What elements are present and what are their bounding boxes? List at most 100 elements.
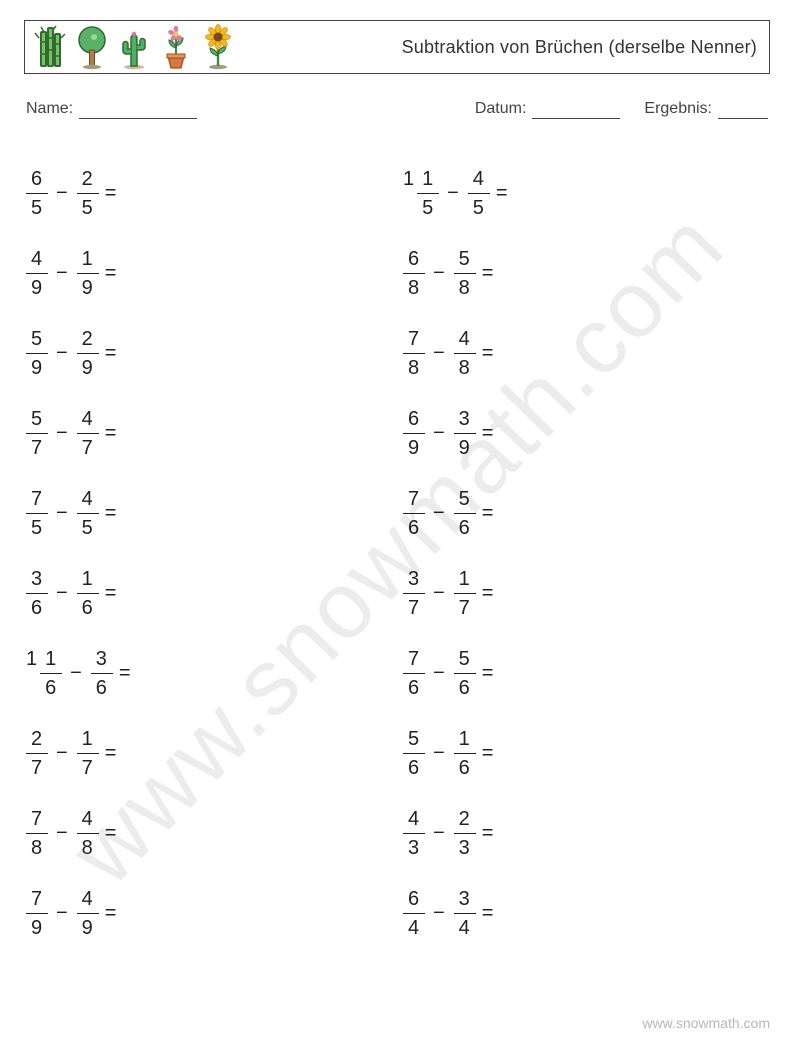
problem: 65−25 =	[26, 153, 393, 233]
fraction-numerator: 4	[26, 247, 48, 271]
fraction: 17	[454, 567, 476, 620]
fraction-bar	[26, 193, 48, 194]
fraction-denominator: 9	[77, 276, 99, 300]
equals-sign: =	[99, 422, 118, 445]
fraction-denominator: 7	[26, 436, 48, 460]
fraction-numerator: 4	[454, 327, 476, 351]
fraction-denominator: 8	[403, 356, 425, 380]
fraction-denominator: 5	[77, 516, 99, 540]
equals-sign: =	[476, 822, 495, 845]
fraction-denominator: 8	[454, 276, 476, 300]
fraction-bar	[403, 513, 425, 514]
fraction-bar	[26, 833, 48, 834]
fraction-numerator: 1	[454, 727, 476, 751]
fraction: 23	[454, 807, 476, 860]
fraction-bar	[26, 433, 48, 434]
fraction-denominator: 8	[403, 276, 425, 300]
fraction: 49	[26, 247, 48, 300]
fraction-denominator: 5	[77, 196, 99, 220]
problem: 79−49 =	[26, 873, 393, 953]
fraction-bar	[77, 913, 99, 914]
fraction-denominator: 9	[26, 916, 48, 940]
fraction-numerator: 7	[403, 647, 425, 671]
fraction-numerator: 1	[77, 727, 99, 751]
fraction-denominator: 4	[403, 916, 425, 940]
fraction: 49	[77, 887, 99, 940]
fraction-denominator: 8	[26, 836, 48, 860]
fraction-bar	[26, 913, 48, 914]
equals-sign: =	[99, 582, 118, 605]
fraction: 19	[77, 247, 99, 300]
equals-sign: =	[99, 742, 118, 765]
problem: 116−36 =	[26, 633, 393, 713]
minus-operator: −	[425, 742, 454, 765]
fraction-denominator: 5	[26, 196, 48, 220]
fraction-denominator: 7	[454, 596, 476, 620]
fraction: 15	[417, 167, 439, 220]
fraction: 36	[26, 567, 48, 620]
round-tree-icon	[73, 24, 111, 70]
fraction-numerator: 7	[403, 327, 425, 351]
minus-operator: −	[48, 902, 77, 925]
fraction-numerator: 5	[454, 247, 476, 271]
fraction: 45	[77, 487, 99, 540]
problem: 27−17 =	[26, 713, 393, 793]
fraction-numerator: 1	[77, 567, 99, 591]
fraction-denominator: 6	[403, 516, 425, 540]
fraction: 75	[26, 487, 48, 540]
fraction-bar	[454, 913, 476, 914]
fraction: 57	[26, 407, 48, 460]
fraction-bar	[454, 673, 476, 674]
equals-sign: =	[490, 182, 509, 205]
fraction-denominator: 7	[26, 756, 48, 780]
problem: 59−29 =	[26, 313, 393, 393]
fraction-denominator: 4	[454, 916, 476, 940]
fraction: 76	[403, 647, 425, 700]
fraction-bar	[417, 193, 439, 194]
fraction-numerator: 5	[403, 727, 425, 751]
fraction: 34	[454, 887, 476, 940]
fraction-denominator: 8	[77, 836, 99, 860]
fraction-bar	[403, 913, 425, 914]
header-box: Subtraktion von Brüchen (derselbe Nenner…	[24, 20, 770, 74]
fraction-numerator: 3	[454, 407, 476, 431]
fraction-numerator: 4	[468, 167, 490, 191]
fraction-denominator: 6	[77, 596, 99, 620]
equals-sign: =	[99, 902, 118, 925]
fraction-denominator: 7	[77, 756, 99, 780]
fraction-bar	[91, 673, 113, 674]
fraction: 56	[403, 727, 425, 780]
minus-operator: −	[425, 422, 454, 445]
fraction-denominator: 9	[77, 356, 99, 380]
equals-sign: =	[99, 182, 118, 205]
fraction-denominator: 9	[26, 276, 48, 300]
fraction-denominator: 6	[40, 676, 62, 700]
fraction-numerator: 6	[403, 247, 425, 271]
minus-operator: −	[425, 902, 454, 925]
equals-sign: =	[99, 262, 118, 285]
fraction-numerator: 4	[77, 807, 99, 831]
fraction-denominator: 5	[417, 196, 439, 220]
equals-sign: =	[476, 582, 495, 605]
equals-sign: =	[476, 902, 495, 925]
fraction-numerator: 3	[454, 887, 476, 911]
fraction-numerator: 1	[417, 167, 439, 191]
fraction-bar	[77, 433, 99, 434]
fraction-denominator: 8	[454, 356, 476, 380]
date-underline	[532, 100, 620, 119]
minus-operator: −	[425, 662, 454, 685]
equals-sign: =	[476, 742, 495, 765]
problem: 75−45 =	[26, 473, 393, 553]
fraction-bar	[77, 753, 99, 754]
fraction-bar	[454, 753, 476, 754]
fraction-bar	[468, 193, 490, 194]
fraction-bar	[403, 273, 425, 274]
equals-sign: =	[476, 502, 495, 525]
fraction-numerator: 2	[26, 727, 48, 751]
equals-sign: =	[99, 822, 118, 845]
fraction-denominator: 6	[454, 516, 476, 540]
problem: 69−39 =	[403, 393, 770, 473]
fraction-numerator: 7	[403, 487, 425, 511]
problem: 64−34 =	[403, 873, 770, 953]
fraction-denominator: 9	[403, 436, 425, 460]
